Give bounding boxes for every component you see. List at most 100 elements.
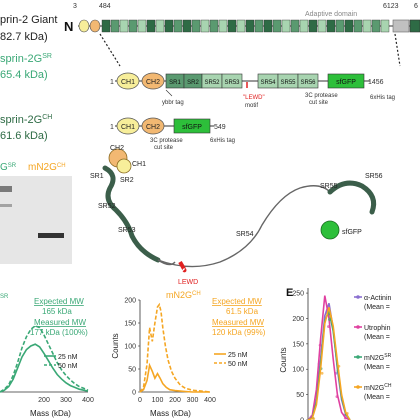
chart-ch-series-0	[139, 362, 210, 393]
chart-e-legend-dot-2	[356, 355, 360, 359]
giant-repeat	[155, 19, 165, 33]
sr-start-1: 1	[110, 79, 114, 86]
sr-sfgfp-domain	[327, 73, 365, 89]
giant-repeat	[317, 19, 327, 33]
sr-construct-title: sprin-2GSR	[0, 53, 52, 65]
chart-sr-xtick-2: 400	[82, 397, 94, 404]
chart-ch-xtick-1: 100	[152, 397, 164, 404]
tick-3: 3	[73, 3, 77, 10]
giant-repeat	[245, 19, 255, 33]
giant-repeat	[236, 19, 246, 33]
chart-e-legend-name-0: α-Actinin	[364, 295, 391, 302]
chart-sr-xtick-1: 300	[60, 397, 72, 404]
structure-sr3-label-b: SR53	[118, 227, 136, 234]
giant-repeat	[326, 19, 336, 33]
ch-ch1-domain	[116, 117, 140, 135]
chart-e-legend-name-1: Utrophin	[364, 325, 391, 332]
chart-e-point	[328, 318, 331, 321]
structure-ch1	[116, 158, 132, 174]
sr-his-tag-label: 6xHis tag	[370, 95, 395, 101]
ch-ch1-label: CH1	[121, 124, 135, 131]
chart-e-legend-name-3: mN2G	[364, 385, 384, 392]
chart-e-legend-dot-3	[356, 385, 360, 389]
giant-repeat	[227, 19, 237, 33]
giant-repeat	[344, 19, 354, 33]
sr-sr55-label: SR55	[280, 80, 296, 86]
chart-e-legend-1: Utrophin	[364, 325, 391, 332]
giant-ch1-domain	[78, 19, 90, 33]
zoom-line-left	[99, 33, 121, 67]
giant-repeat	[173, 19, 183, 33]
giant-mass: 82.7 kDa)	[0, 31, 48, 43]
structure-sr3-label-a: SR52	[98, 203, 116, 210]
giant-repeat	[281, 19, 291, 33]
chart-sr-xlabel: Mass (kDa)	[30, 409, 71, 418]
chart-ch-legend-0: 25 nM	[228, 352, 248, 359]
chart-sr-tag: SR	[0, 294, 9, 300]
chart-ch-xtick-2: 200	[169, 397, 181, 404]
chart-e-point	[345, 412, 349, 415]
structure-lewd-label: LEWD	[178, 279, 198, 286]
ch-sfgfp-domain	[173, 118, 211, 134]
chart-e-legend-detail-1: (Mean =	[364, 334, 390, 341]
structure-sr2-label: SR2	[120, 177, 134, 184]
giant-repeat	[263, 19, 273, 33]
sr-sr2-label: SR2	[187, 80, 199, 86]
chart-ch-ylabel: Counts	[111, 333, 120, 358]
giant-repeat	[137, 19, 147, 33]
chart-e-ytick-2: 100	[292, 367, 304, 374]
giant-repeat	[290, 19, 300, 33]
chart-e-ylabel: Counts	[279, 347, 288, 372]
ybbr-label: ybbr tag	[162, 100, 184, 106]
structure-ch2-label: CH2	[110, 145, 124, 152]
sr-sr53-label: SR53	[224, 80, 240, 86]
chart-ch-xtick-0: 0	[138, 397, 142, 404]
chart-ch-xtick-4: 400	[204, 397, 216, 404]
structure-sr54-label: SR54	[236, 231, 254, 238]
giant-title: prin-2 Giant	[0, 14, 57, 26]
ch-protease-label: 3C protease	[150, 138, 183, 144]
chart-e-point	[312, 417, 316, 420]
chart-e-legend-0: α-Actinin	[364, 295, 391, 302]
chart-e-point	[343, 416, 347, 420]
n-terminus-label: N	[64, 19, 73, 34]
giant-repeat	[335, 19, 345, 33]
giant-repeat	[308, 19, 318, 33]
giant-kash-domain	[409, 19, 420, 33]
chart-ch-expected-label: Expected MW	[212, 297, 262, 306]
chart-ch-ytick-0: 0	[132, 390, 136, 397]
gel-band-sr	[0, 186, 12, 192]
structure-linker-2	[157, 259, 176, 266]
giant-adaptive-domain	[392, 19, 410, 33]
chart-e-point	[337, 364, 341, 368]
giant-repeat	[209, 19, 219, 33]
chart-ch-ytick-3: 150	[124, 321, 136, 328]
lewd-motif-label: "LEWD"	[243, 95, 265, 101]
structure-sr56-label: SR56	[365, 173, 383, 180]
chart-e-ytick-5: 250	[292, 291, 304, 298]
giant-repeat	[164, 19, 174, 33]
ch-construct-mass: 61.6 kDa)	[0, 130, 48, 142]
chart-ch-xtick-3: 300	[187, 397, 199, 404]
gel-band-ch	[38, 233, 64, 238]
chart-ch-mass: 0 50 100 150 200 0 100 200 300 400 Counts Mass (kDa…	[111, 290, 266, 418]
sr-cut-site-label: cut site	[309, 100, 329, 106]
chart-sr-legend-1: 50 nM	[58, 363, 78, 370]
chart-e-legend-dot-0	[356, 295, 360, 299]
chart-ch-xlabel: Mass (kDa)	[150, 409, 191, 418]
structure-sr55-label: SR55	[320, 183, 338, 190]
tick-6123: 6123	[383, 3, 399, 10]
structure-lewd	[178, 260, 187, 273]
chart-sr-legend-0: 25 nM	[58, 354, 78, 361]
chart-panel-e: E 0 50 100 150 200 250 Counts α-Actinin (Mean = Ut…	[279, 287, 392, 420]
sr-sr52-label: SR52	[204, 80, 220, 86]
chart-sr-xtick-0: 200	[38, 397, 50, 404]
chart-ch-measured-label: Measured MW	[212, 318, 264, 327]
chart-e-point	[318, 343, 322, 347]
chart-e-legend-name-2: mN2G	[364, 355, 384, 362]
panel-e-letter: E	[286, 287, 293, 299]
chart-sr-measured-label: Measured MW	[34, 318, 86, 327]
chart-sr-expected-label: Expected MW	[34, 297, 84, 306]
sr-sr56-label: SR56	[300, 80, 316, 86]
